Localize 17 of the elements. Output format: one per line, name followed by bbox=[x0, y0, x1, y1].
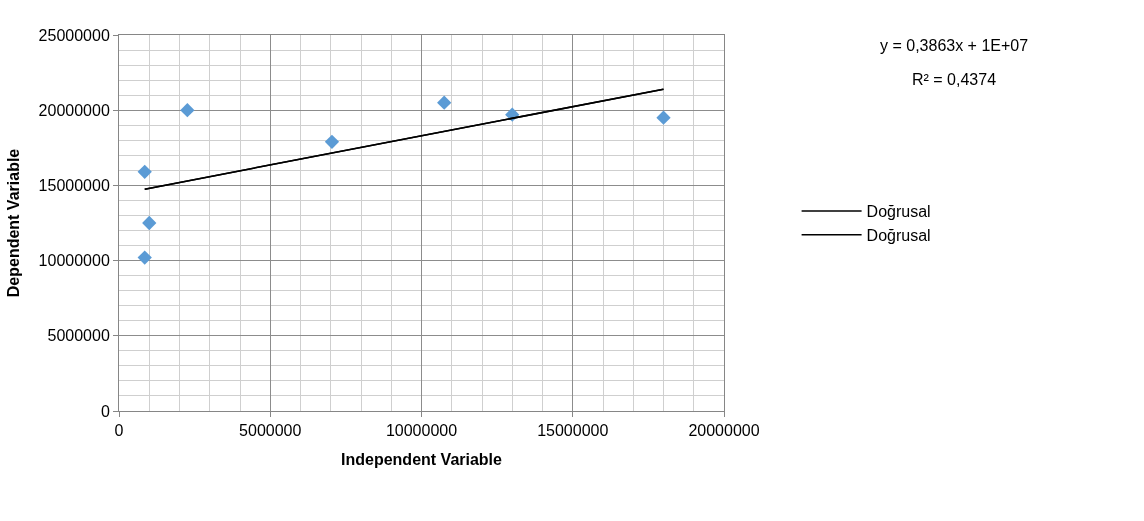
text: R² = 0,4374 bbox=[912, 71, 997, 88]
x-tick-label: 15000000 bbox=[537, 422, 609, 440]
x-tick-label: 10000000 bbox=[385, 422, 458, 440]
x-tick-label: 5000000 bbox=[239, 422, 302, 440]
y-tick-label: 15000000 bbox=[38, 177, 110, 194]
x-tick-label: 20000000 bbox=[688, 422, 760, 440]
y-tick-label: 10000000 bbox=[38, 252, 110, 270]
x-axis-title: Independent Variable bbox=[341, 450, 503, 468]
x-tick-label: 0 bbox=[114, 422, 124, 440]
text: y = 0,3863x + 1E+07 bbox=[880, 37, 1029, 54]
legend-label: Doğrusal bbox=[866, 226, 931, 244]
y-axis-title: Dependent Variable bbox=[4, 148, 22, 298]
y-tick-label: 0 bbox=[100, 402, 110, 420]
y-tick-label: 5000000 bbox=[47, 327, 110, 345]
y-tick-label: 25000000 bbox=[38, 26, 110, 44]
y-tick-label: 20000000 bbox=[38, 101, 110, 119]
legend-label: Doğrusal bbox=[866, 203, 931, 221]
